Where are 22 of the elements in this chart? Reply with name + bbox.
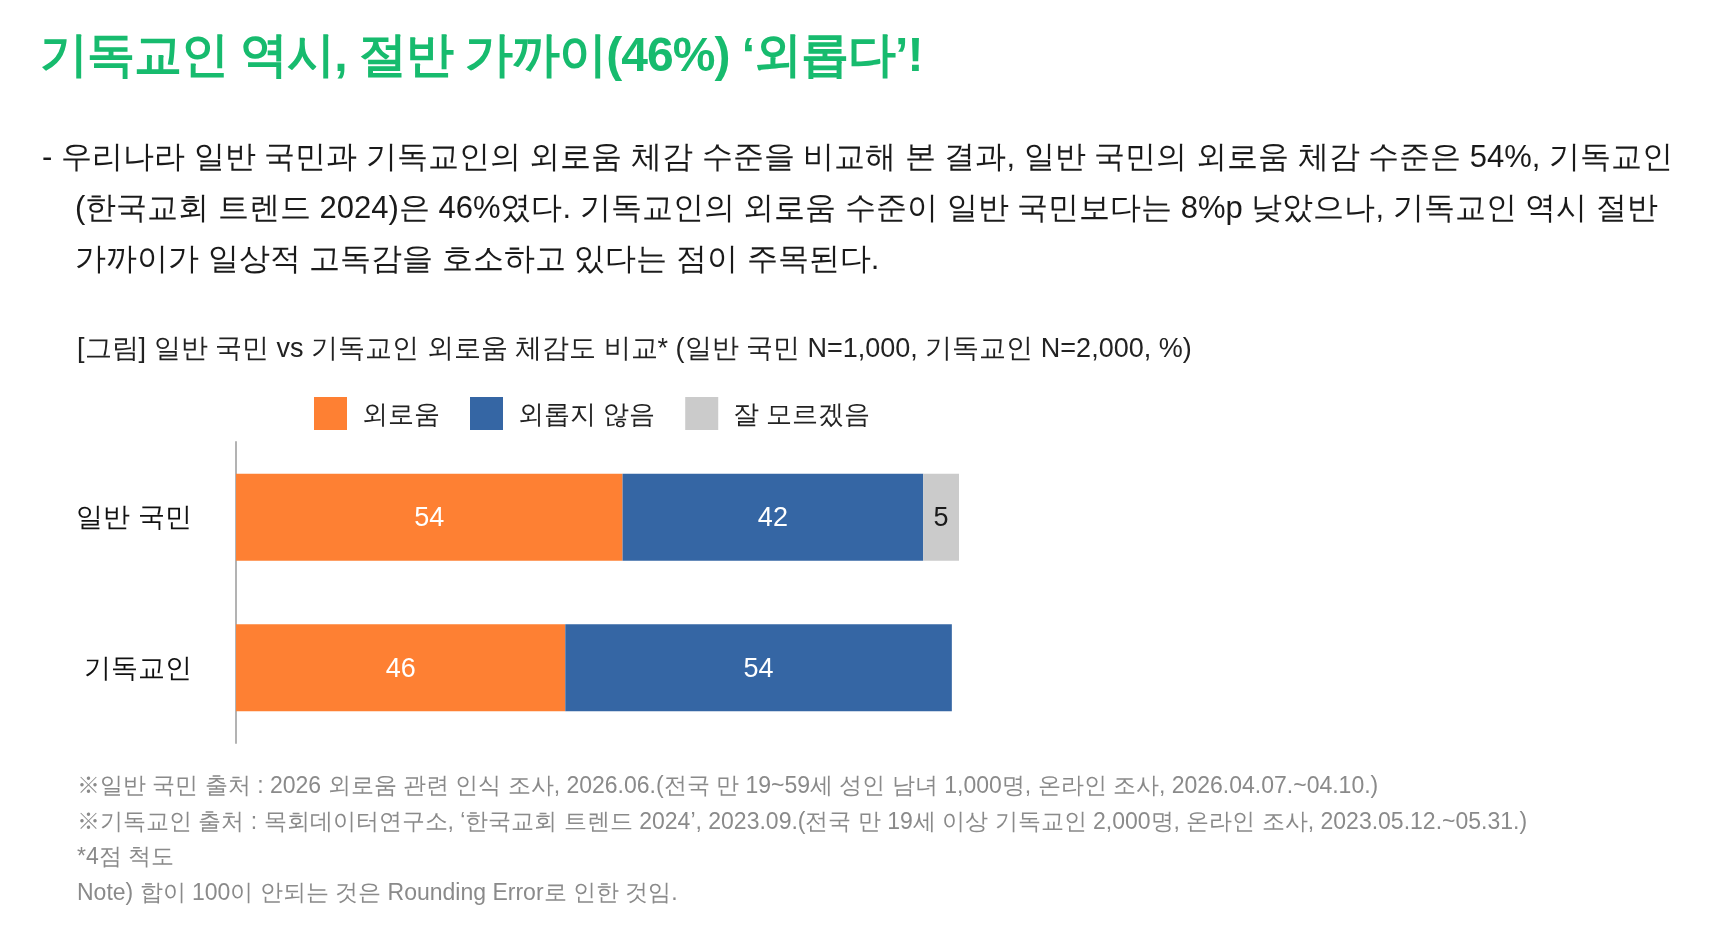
data-label: 54 bbox=[743, 652, 774, 683]
data-label: 46 bbox=[385, 652, 416, 683]
data-label: 42 bbox=[757, 502, 788, 533]
chart-subtitle: - 우리나라 일반 국민과 기독교인의 외로움 체감 수준을 비교해 본 결과, 일반 국민의 외로움 체감 수준은 54%, 기독교인(한국교회 트렌드 2024)은 46%였다. 기독교인의 외로움 수준이 일반 국민보다는 8%p 낮았으나, 기독교인 역시 절반 가까이가 일상적 고독감을 호소하고 있다는 점이 주목된다. bbox=[42, 138, 1674, 278]
y-tick-label: 일반 국민 bbox=[76, 502, 192, 533]
bar bbox=[565, 624, 952, 712]
bar bbox=[622, 473, 924, 561]
bar bbox=[236, 473, 623, 561]
bar bbox=[923, 473, 959, 561]
text: *4점 척도 bbox=[77, 842, 176, 872]
y-tick-label: 기독교인 bbox=[84, 652, 192, 683]
text: ※기독교인 출처 : 목회데이터연구소, ‘한국교회 트렌드 2024’, 2023.09.(전국 만 19세 이상 기독교인 2,000명, 온라인 조사, 2023.05.12.~05.31.) bbox=[77, 806, 1528, 836]
legend-label: 외로움 bbox=[362, 398, 440, 429]
bar bbox=[236, 624, 566, 712]
legend-label: 외롭지 않음 bbox=[518, 398, 656, 429]
text: ※일반 국민 출처 : 2026 외로움 관련 인식 조사, 2026.06.(전국 만 19~59세 성인 남녀 1,000명, 온라인 조사, 2026.04.07.~04.10.) bbox=[77, 771, 1380, 800]
data-label: 54 bbox=[414, 502, 445, 533]
text: [그림] 일반 국민 vs 기독교인 외로움 체감도 비교* (일반 국민 N=1,000, 기독교인 N=2,000, %) bbox=[77, 332, 1192, 365]
text: Note) 합이 100이 안되는 것은 Rounding Error로 인한 것임. bbox=[77, 878, 679, 908]
data-label: 5 bbox=[933, 502, 949, 533]
chart-title: 기독교인 역시, 절반 가까이(46%) ‘외롭다’! bbox=[40, 27, 923, 83]
legend-label: 잘 모르겠음 bbox=[733, 398, 871, 429]
